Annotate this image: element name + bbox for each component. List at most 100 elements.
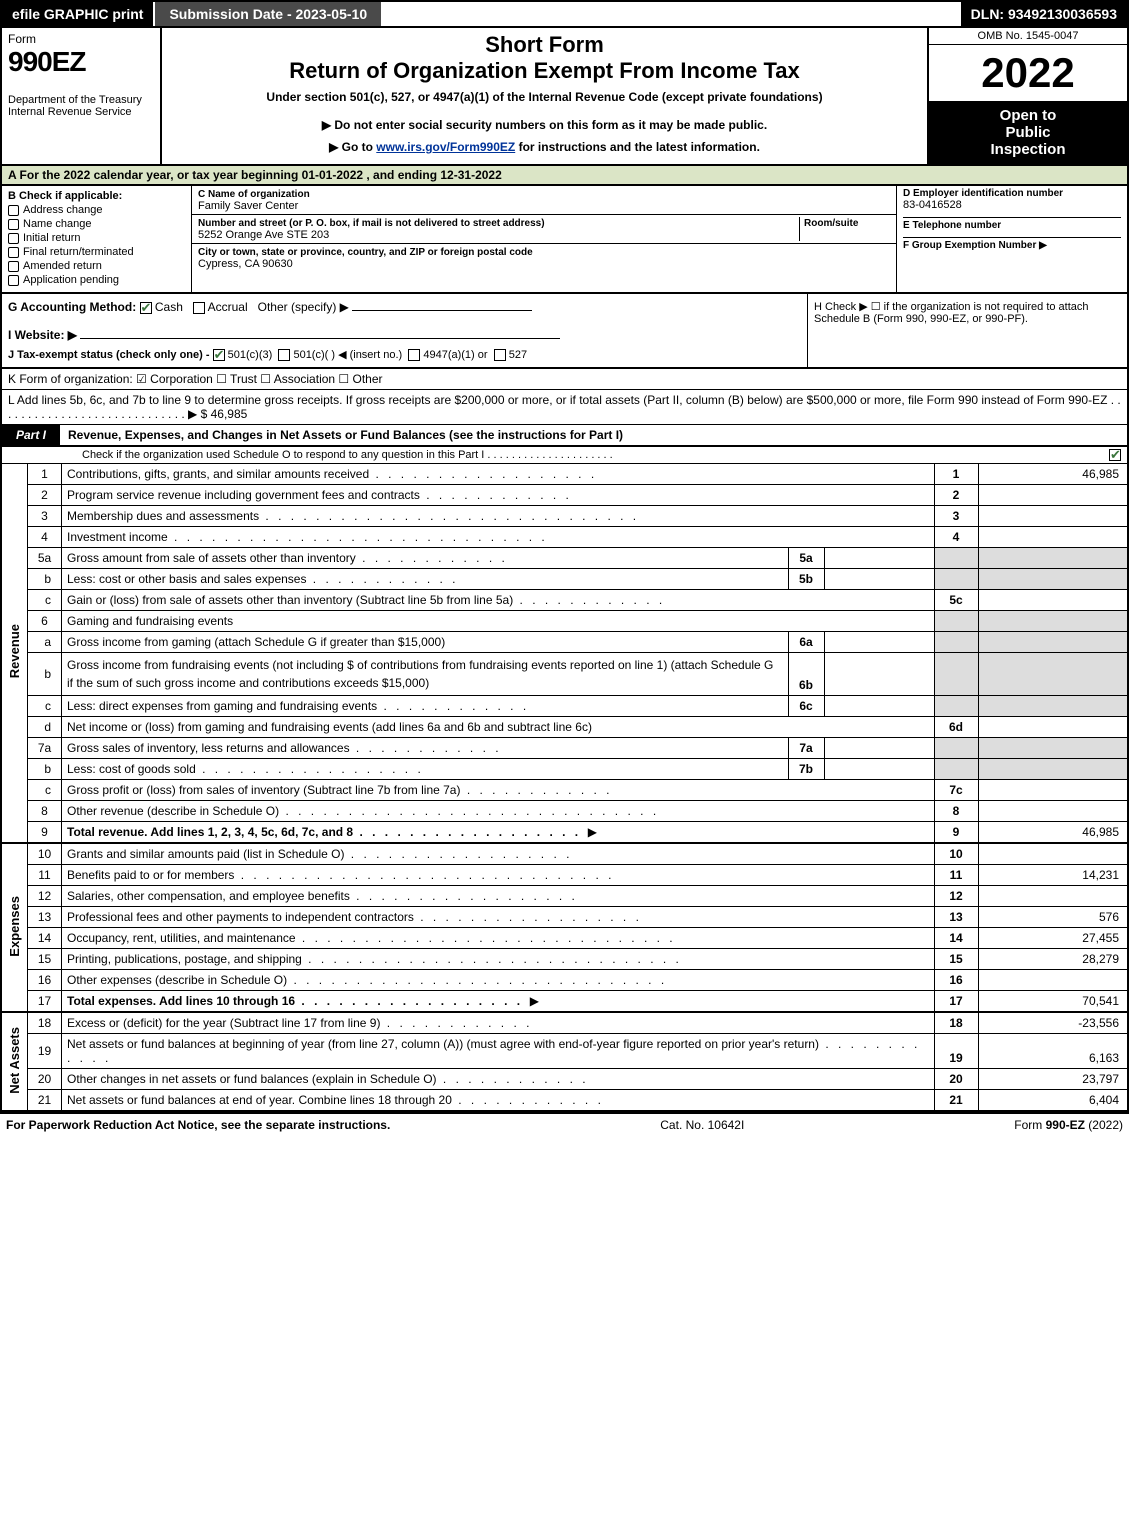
chk-application-pending[interactable]: Application pending (8, 274, 185, 286)
col-b: B Check if applicable: Address change Na… (2, 186, 192, 292)
chk-initial-return[interactable]: Initial return (8, 232, 185, 244)
org-name-label: C Name of organization (198, 189, 310, 200)
form-id-block: Form 990EZ Department of the Treasury In… (2, 28, 162, 164)
form-word: Form (8, 32, 154, 46)
ein-label: D Employer identification number (903, 188, 1121, 199)
h-text: H Check ▶ ☐ if the organization is not r… (814, 301, 1089, 325)
row-g-h: G Accounting Method: Cash Accrual Other … (0, 294, 1129, 369)
chk-final-return[interactable]: Final return/terminated (8, 246, 185, 258)
line-11-amount: 14,231 (978, 865, 1128, 886)
addr-label: Number and street (or P. O. box, if mail… (198, 218, 545, 229)
chk-address-change[interactable]: Address change (8, 204, 185, 216)
line-5b-val[interactable] (824, 569, 934, 590)
irs-link[interactable]: www.irs.gov/Form990EZ (376, 140, 515, 154)
cat-no: Cat. No. 10642I (660, 1118, 744, 1132)
line-6d-desc: Net income or (loss) from gaming and fun… (62, 717, 935, 738)
line-7c-amount (978, 780, 1128, 801)
line-18-desc: Excess or (deficit) for the year (Subtra… (67, 1016, 532, 1030)
line-9-desc: Total revenue. Add lines 1, 2, 3, 4, 5c,… (67, 825, 581, 839)
line-2-desc: Program service revenue including govern… (67, 488, 572, 502)
chk-name-change[interactable]: Name change (8, 218, 185, 230)
line-5a-val[interactable] (824, 548, 934, 569)
line-3-amount (978, 506, 1128, 527)
tax-year: 2022 (929, 45, 1127, 101)
line-7a-desc: Gross sales of inventory, less returns a… (67, 741, 502, 755)
line-5b-desc: Less: cost or other basis and sales expe… (67, 572, 458, 586)
tax-exempt-row: J Tax-exempt status (check only one) - 5… (8, 348, 801, 361)
line-6b-val[interactable] (824, 653, 934, 696)
form-number: 990EZ (8, 46, 154, 78)
line-12-amount (978, 886, 1128, 907)
line-20-desc: Other changes in net assets or fund bala… (67, 1072, 589, 1086)
inspection-label: Open to Public Inspection (929, 101, 1127, 164)
h-block: H Check ▶ ☐ if the organization is not r… (807, 294, 1127, 367)
phone-label: E Telephone number (903, 220, 1121, 231)
line-5a-desc: Gross amount from sale of assets other t… (67, 551, 508, 565)
line-5c-amount (978, 590, 1128, 611)
line-11-desc: Benefits paid to or for members (67, 868, 614, 882)
ein-value: 83-0416528 (903, 199, 1121, 211)
netassets-label: Net Assets (7, 1027, 22, 1094)
chk-527[interactable] (494, 349, 506, 361)
row-k: K Form of organization: ☑ Corporation ☐ … (0, 369, 1129, 390)
part1-sub: Check if the organization used Schedule … (0, 447, 1129, 464)
line-21-amount: 6,404 (978, 1090, 1128, 1112)
row-l: L Add lines 5b, 6c, and 7b to line 9 to … (0, 390, 1129, 425)
dln-label: DLN: 93492130036593 (961, 2, 1127, 26)
paperwork-notice: For Paperwork Reduction Act Notice, see … (6, 1118, 390, 1132)
other-method-input[interactable] (352, 310, 532, 311)
city-state-zip: Cypress, CA 90630 (198, 258, 293, 270)
line-6-desc: Gaming and fundraising events (62, 611, 935, 632)
department-label: Department of the Treasury Internal Reve… (8, 94, 154, 118)
expenses-label: Expenses (7, 896, 22, 957)
title-block: Short Form Return of Organization Exempt… (162, 28, 927, 164)
chk-accrual[interactable] (193, 302, 205, 314)
part1-tab: Part I (2, 425, 60, 445)
chk-amended-return[interactable]: Amended return (8, 260, 185, 272)
line-16-amount (978, 970, 1128, 991)
chk-501c[interactable] (278, 349, 290, 361)
goto-post: for instructions and the latest informat… (515, 140, 760, 154)
line-7b-val[interactable] (824, 759, 934, 780)
group-exemption-label: F Group Exemption Number ▶ (903, 240, 1121, 251)
col-c: C Name of organization Family Saver Cent… (192, 186, 897, 292)
right-header: OMB No. 1545-0047 2022 Open to Public In… (927, 28, 1127, 164)
part1-title: Revenue, Expenses, and Changes in Net As… (60, 425, 1127, 445)
chk-501c3[interactable] (213, 349, 225, 361)
line-3-desc: Membership dues and assessments (67, 509, 639, 523)
line-8-desc: Other revenue (describe in Schedule O) (67, 804, 659, 818)
short-form-label: Short Form (170, 32, 919, 58)
line-6c-desc: Less: direct expenses from gaming and fu… (67, 699, 529, 713)
part1-header: Part I Revenue, Expenses, and Changes in… (0, 425, 1129, 447)
line-6d-amount (978, 717, 1128, 738)
submission-date: Submission Date - 2023-05-10 (153, 2, 383, 26)
part1-schedule-o-check[interactable] (1109, 449, 1121, 461)
page-footer: For Paperwork Reduction Act Notice, see … (0, 1112, 1129, 1136)
line-19-desc: Net assets or fund balances at beginning… (67, 1037, 920, 1065)
line-7a-val[interactable] (824, 738, 934, 759)
line-15-amount: 28,279 (978, 949, 1128, 970)
chk-4947[interactable] (408, 349, 420, 361)
top-bar: efile GRAPHIC print Submission Date - 20… (0, 0, 1129, 28)
line-8-amount (978, 801, 1128, 822)
line-17-amount: 70,541 (978, 991, 1128, 1013)
line-6a-val[interactable] (824, 632, 934, 653)
line-13-amount: 576 (978, 907, 1128, 928)
line-16-desc: Other expenses (describe in Schedule O) (67, 973, 667, 987)
org-name: Family Saver Center (198, 200, 298, 212)
line-19-amount: 6,163 (978, 1034, 1128, 1069)
efile-label[interactable]: efile GRAPHIC print (2, 2, 153, 26)
goto-pre: ▶ Go to (329, 140, 376, 154)
line-6a-desc: Gross income from gaming (attach Schedul… (62, 632, 789, 653)
form-ref: Form 990-EZ (2022) (1014, 1118, 1123, 1132)
line-14-desc: Occupancy, rent, utilities, and maintena… (67, 931, 676, 945)
col-d-e-f: D Employer identification number 83-0416… (897, 186, 1127, 292)
line-6c-val[interactable] (824, 696, 934, 717)
line-13-desc: Professional fees and other payments to … (67, 910, 642, 924)
chk-cash[interactable] (140, 302, 152, 314)
line-15-desc: Printing, publications, postage, and shi… (67, 952, 682, 966)
line-5c-desc: Gain or (loss) from sale of assets other… (67, 593, 665, 607)
website-input[interactable] (80, 338, 560, 339)
line-17-desc: Total expenses. Add lines 10 through 16 (67, 994, 523, 1008)
accounting-method: G Accounting Method: Cash Accrual Other … (8, 300, 801, 314)
